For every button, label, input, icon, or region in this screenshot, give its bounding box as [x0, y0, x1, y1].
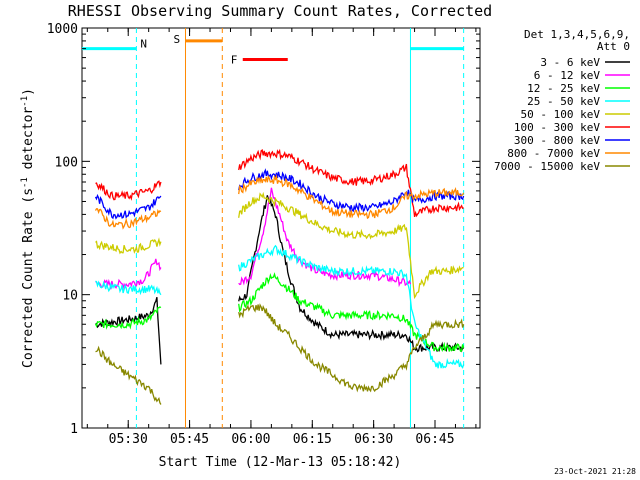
y-tick-label: 1000 — [47, 22, 78, 37]
x-tick-label: 06:30 — [354, 432, 393, 447]
series-layer — [94, 148, 465, 405]
legend-entry-label: 6 - 12 keV — [534, 69, 601, 82]
legend-entry-label: 3 - 6 keV — [540, 56, 600, 69]
series-line — [238, 272, 465, 353]
series-line — [94, 306, 162, 330]
series-line — [95, 237, 162, 255]
y-axis-label-sup2: -1 — [20, 96, 30, 107]
axis-ticks: 05:30 05:45 06:00 06:15 06:30 06:45 1 10 100 1000 — [47, 22, 480, 447]
series-line — [95, 345, 162, 405]
x-tick-label: 06:45 — [415, 432, 454, 447]
x-tick-label: 06:00 — [231, 432, 270, 447]
x-axis-label: Start Time (12-Mar-13 05:18:42) — [159, 455, 402, 470]
series-line — [238, 191, 464, 300]
series-line — [238, 168, 465, 213]
night-label: N — [140, 38, 147, 51]
series-line — [238, 303, 465, 393]
plot-area — [81, 27, 481, 429]
series-line — [94, 208, 162, 230]
legend-entry-label: 300 - 800 keV — [514, 134, 600, 147]
annotation-layer: N S F — [82, 28, 465, 428]
series-line — [95, 280, 162, 296]
series-line — [94, 193, 162, 220]
legend-header-line1: Det 1,3,4,5,6,9, — [524, 28, 630, 41]
y-axis-label-end: ) — [21, 88, 36, 96]
saa-label: S — [173, 33, 180, 46]
y-axis-label: Corrected Count Rate (s-1 detector-1) — [20, 88, 36, 368]
series-line — [95, 258, 162, 291]
y-tick-label: 10 — [62, 289, 78, 304]
legend-entry-label: 12 - 25 keV — [527, 82, 600, 95]
series-line — [95, 180, 162, 201]
y-axis-label-mid: detector — [21, 107, 36, 178]
series-line — [238, 148, 464, 218]
legend-entry-label: 100 - 300 keV — [514, 121, 600, 134]
series-line — [238, 244, 465, 369]
series-line — [95, 296, 162, 365]
legend-entry-label: 800 - 7000 keV — [507, 147, 600, 160]
legend-entry-label: 7000 - 15000 keV — [494, 160, 600, 173]
chart-title: RHESSI Observing Summary Count Rates, Co… — [68, 2, 492, 20]
y-axis-label-main: Corrected Count Rate (s — [21, 188, 36, 368]
x-tick-label: 06:15 — [293, 432, 332, 447]
flare-label: F — [231, 54, 238, 67]
legend-entry-label: 50 - 100 keV — [521, 108, 601, 121]
y-tick-label: 100 — [55, 155, 78, 170]
y-axis-label-sup1: -1 — [20, 177, 30, 188]
series-line — [238, 187, 412, 288]
plot-frame — [81, 27, 481, 429]
x-tick-label: 05:45 — [170, 432, 209, 447]
x-tick-label: 05:30 — [109, 432, 148, 447]
series-line — [238, 174, 465, 220]
y-tick-label: 1 — [70, 422, 78, 437]
legend-entry-label: 25 - 50 keV — [527, 95, 600, 108]
legend-header-line2: Att 0 — [597, 40, 630, 53]
timestamp-stamp: 23-Oct-2021 21:28 — [554, 467, 636, 476]
